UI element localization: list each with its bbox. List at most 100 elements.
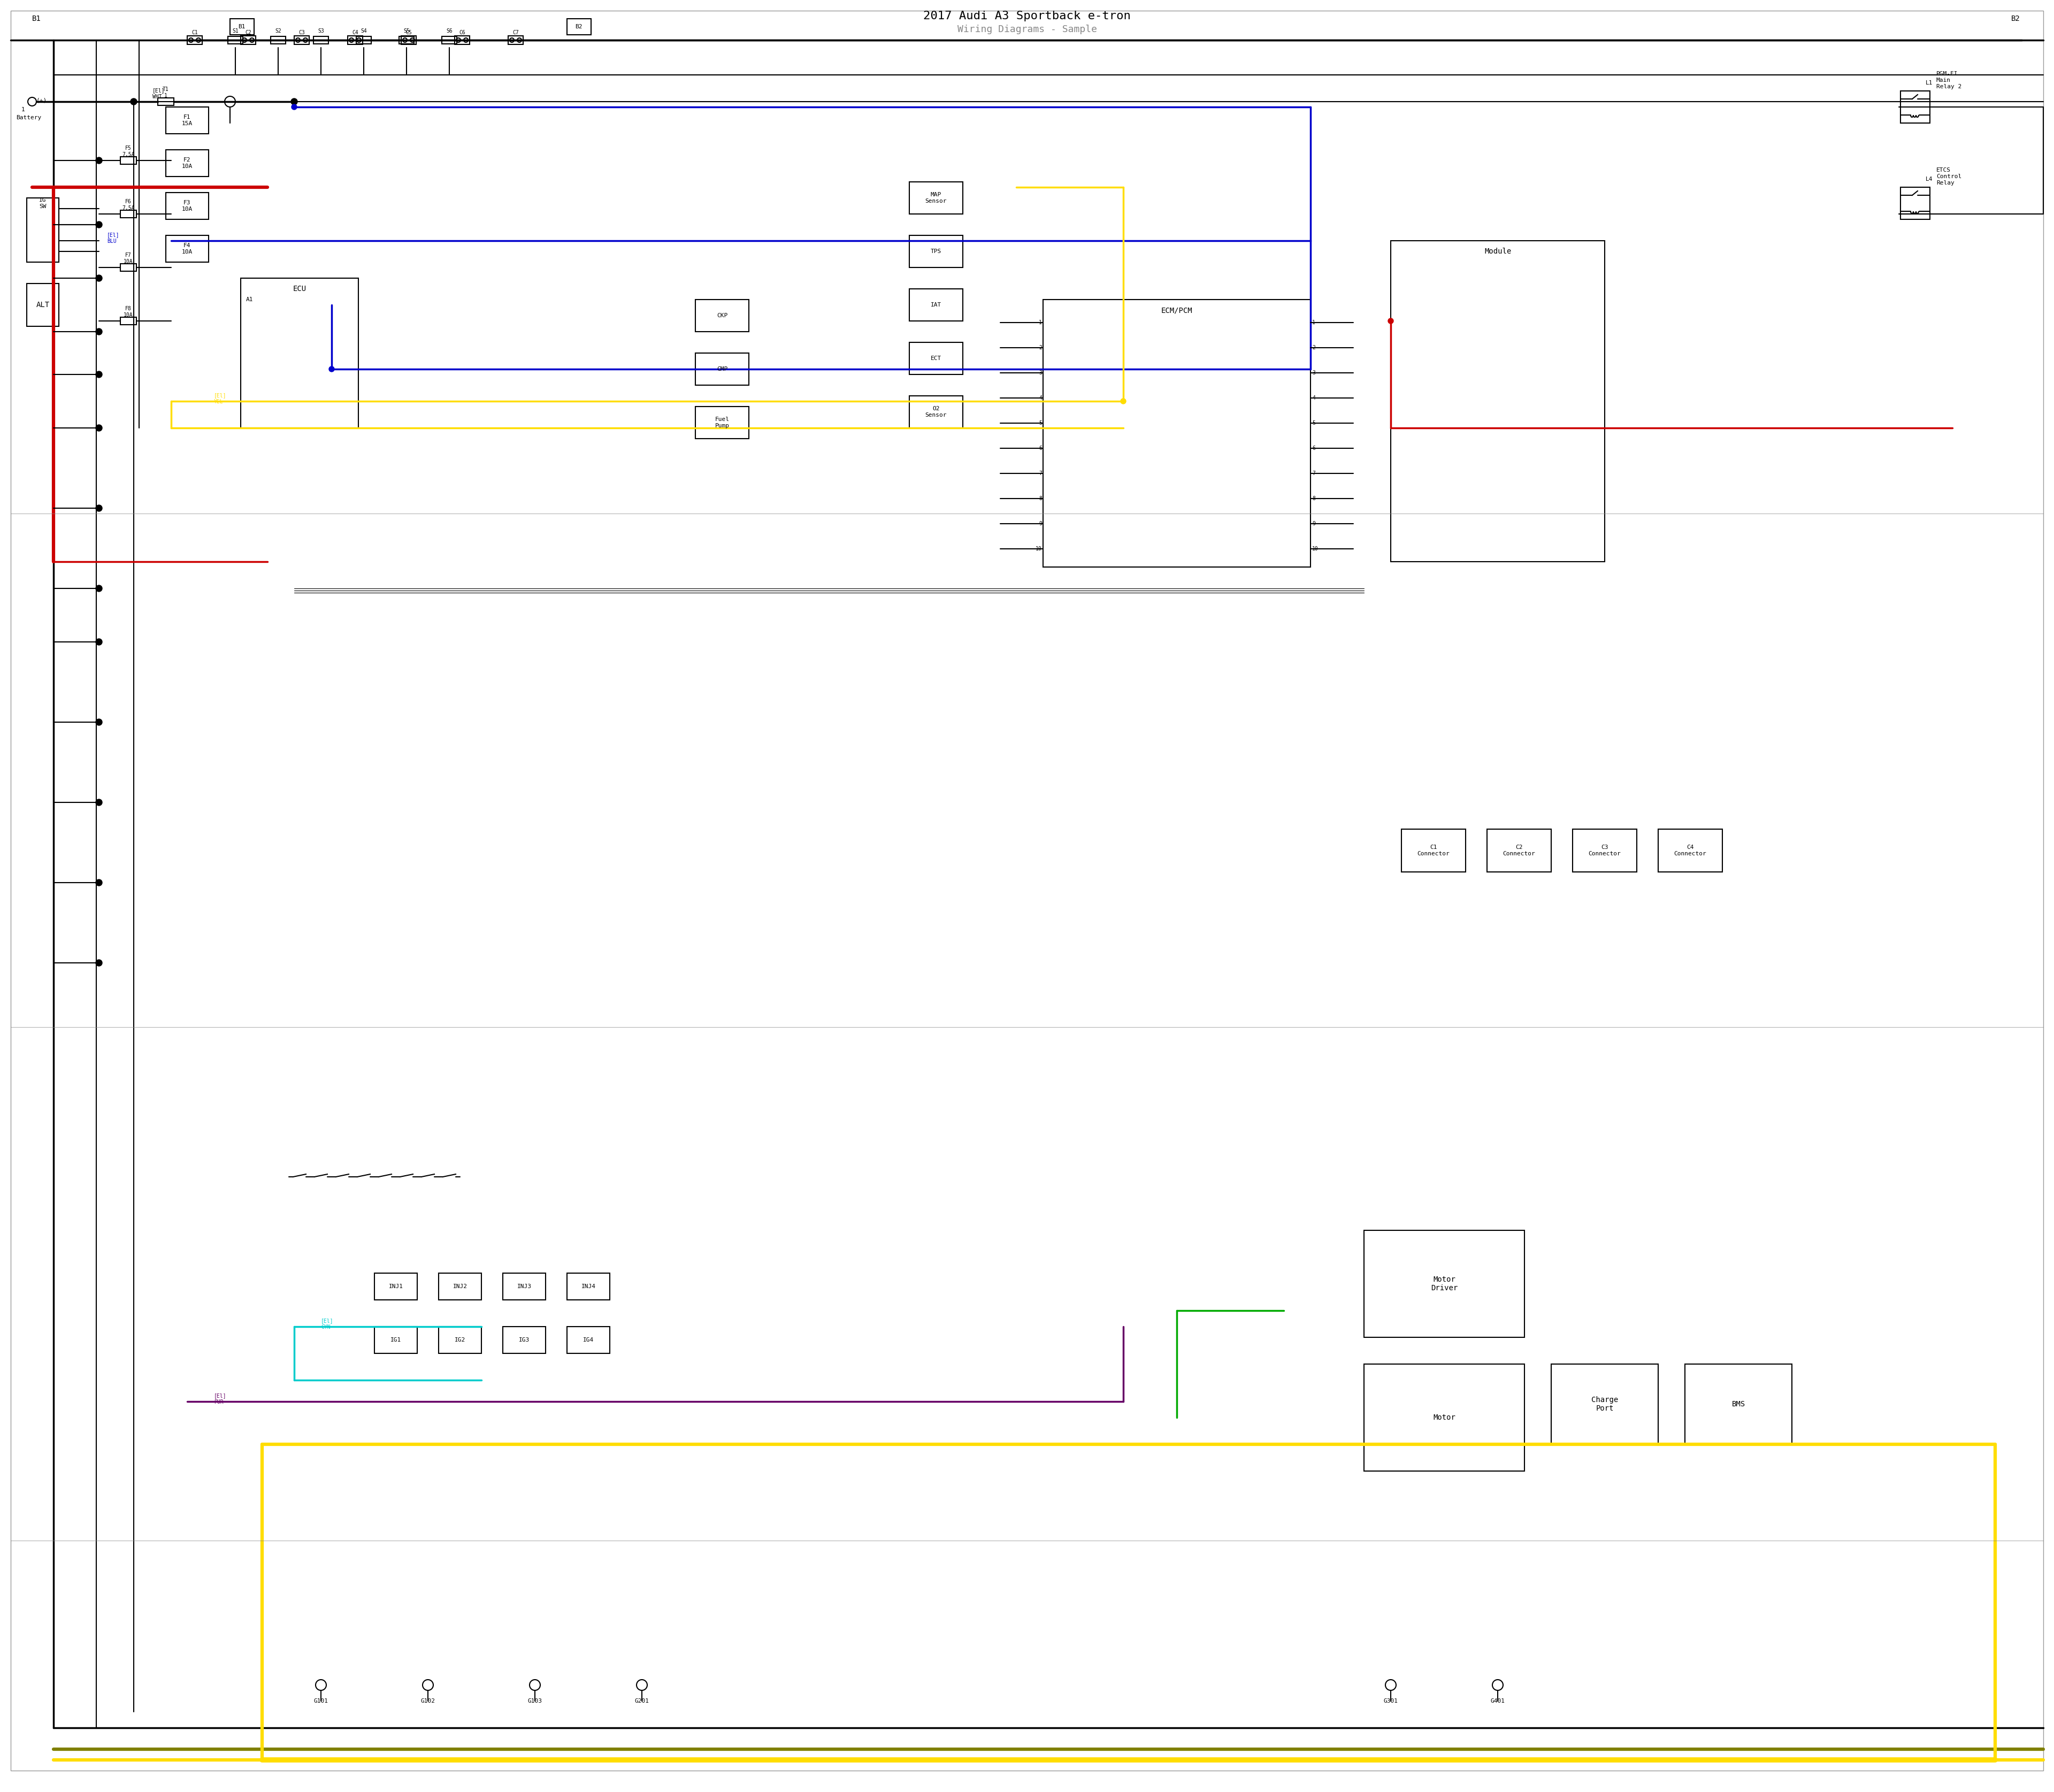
- Circle shape: [97, 505, 103, 511]
- Bar: [440, 1326, 481, 1353]
- Text: 10: 10: [1313, 547, 1319, 552]
- Text: C3: C3: [298, 30, 304, 36]
- Bar: [910, 181, 963, 213]
- Bar: [1364, 1364, 1524, 1471]
- Text: C2
Connector: C2 Connector: [1504, 844, 1534, 857]
- Text: F3
10A: F3 10A: [183, 201, 193, 211]
- Circle shape: [97, 425, 103, 432]
- Text: G101: G101: [314, 1699, 329, 1704]
- Text: 4: 4: [1313, 396, 1315, 401]
- Bar: [271, 36, 286, 43]
- Bar: [1900, 91, 1929, 124]
- Text: ECM/PCM: ECM/PCM: [1161, 306, 1193, 314]
- Text: C1
Connector: C1 Connector: [1417, 844, 1450, 857]
- Text: F8
10A: F8 10A: [123, 306, 134, 317]
- Text: F1
15A: F1 15A: [183, 115, 193, 125]
- Text: INJ1: INJ1: [388, 1283, 403, 1288]
- Text: CMP: CMP: [717, 366, 727, 371]
- Text: INJ2: INJ2: [452, 1283, 466, 1288]
- Text: F6
7.5A: F6 7.5A: [121, 199, 136, 211]
- Circle shape: [97, 961, 103, 966]
- Bar: [187, 36, 201, 45]
- Text: F4
10A: F4 10A: [183, 244, 193, 254]
- Text: S3: S3: [318, 29, 325, 34]
- Bar: [1043, 299, 1310, 566]
- Bar: [347, 36, 364, 45]
- Circle shape: [97, 586, 103, 591]
- Bar: [121, 210, 136, 217]
- Text: IG3: IG3: [520, 1337, 530, 1342]
- Bar: [374, 1326, 417, 1353]
- Circle shape: [97, 799, 103, 806]
- Bar: [567, 1272, 610, 1299]
- Bar: [696, 299, 750, 332]
- Circle shape: [97, 880, 103, 885]
- Text: C4
Connector: C4 Connector: [1674, 844, 1707, 857]
- Text: 9: 9: [1313, 521, 1315, 527]
- Text: [El]
PUR: [El] PUR: [214, 1392, 226, 1405]
- Text: 2: 2: [1039, 346, 1041, 351]
- Text: 3: 3: [1313, 371, 1315, 376]
- Text: Motor
Driver: Motor Driver: [1432, 1276, 1458, 1292]
- Text: MAP
Sensor: MAP Sensor: [924, 192, 947, 204]
- Text: G102: G102: [421, 1699, 435, 1704]
- Bar: [507, 36, 524, 45]
- Text: TPS: TPS: [930, 249, 941, 254]
- Bar: [166, 192, 210, 219]
- Bar: [910, 289, 963, 321]
- Text: CKP: CKP: [717, 314, 727, 319]
- Text: 4: 4: [1039, 396, 1041, 401]
- Text: C4: C4: [351, 30, 357, 36]
- Bar: [27, 283, 60, 326]
- Text: 7: 7: [1039, 471, 1041, 477]
- Text: 5: 5: [1039, 421, 1041, 426]
- Bar: [121, 317, 136, 324]
- Text: B1: B1: [238, 23, 244, 29]
- Text: 7: 7: [1313, 471, 1315, 477]
- Text: A1: A1: [246, 297, 253, 303]
- Text: IG2: IG2: [454, 1337, 466, 1342]
- Bar: [121, 263, 136, 271]
- Bar: [401, 36, 417, 45]
- Text: Charge
Port: Charge Port: [1592, 1396, 1619, 1412]
- Text: ECU: ECU: [294, 285, 306, 292]
- Bar: [910, 396, 963, 428]
- Text: B2: B2: [2011, 14, 2021, 23]
- Bar: [454, 36, 470, 45]
- Text: O2
Sensor: O2 Sensor: [924, 407, 947, 418]
- Text: T1
1: T1 1: [162, 86, 168, 99]
- Text: C3
Connector: C3 Connector: [1588, 844, 1621, 857]
- Text: C7: C7: [514, 30, 520, 36]
- Text: 5: 5: [1313, 421, 1315, 426]
- Bar: [158, 99, 175, 106]
- Bar: [1551, 1364, 1658, 1444]
- Text: F5
7.5A: F5 7.5A: [121, 145, 136, 158]
- Text: (+): (+): [37, 99, 47, 104]
- Text: [El]
CYN: [El] CYN: [320, 1319, 333, 1330]
- Text: C1: C1: [191, 30, 197, 36]
- Bar: [1487, 830, 1551, 873]
- Text: 3: 3: [1039, 371, 1041, 376]
- Text: C2: C2: [244, 30, 251, 36]
- Text: 8: 8: [1313, 496, 1315, 502]
- Text: IAT: IAT: [930, 303, 941, 308]
- Text: [El]
YEL: [El] YEL: [214, 392, 226, 405]
- Bar: [166, 108, 210, 134]
- Text: IG
SW: IG SW: [39, 197, 47, 210]
- Text: [El]
WHT: [El] WHT: [152, 88, 164, 99]
- Bar: [503, 1326, 546, 1353]
- Bar: [166, 151, 210, 177]
- Text: C5: C5: [405, 30, 411, 36]
- Text: 1: 1: [21, 108, 25, 113]
- Circle shape: [292, 99, 298, 106]
- Bar: [121, 156, 136, 165]
- Bar: [910, 342, 963, 375]
- Text: B2: B2: [575, 23, 583, 29]
- Bar: [1401, 830, 1467, 873]
- Bar: [503, 1272, 546, 1299]
- Text: Wiring Diagrams - Sample: Wiring Diagrams - Sample: [957, 25, 1097, 34]
- Circle shape: [97, 222, 103, 228]
- Text: S2: S2: [275, 29, 281, 34]
- Text: ECT: ECT: [930, 357, 941, 360]
- Bar: [27, 197, 60, 262]
